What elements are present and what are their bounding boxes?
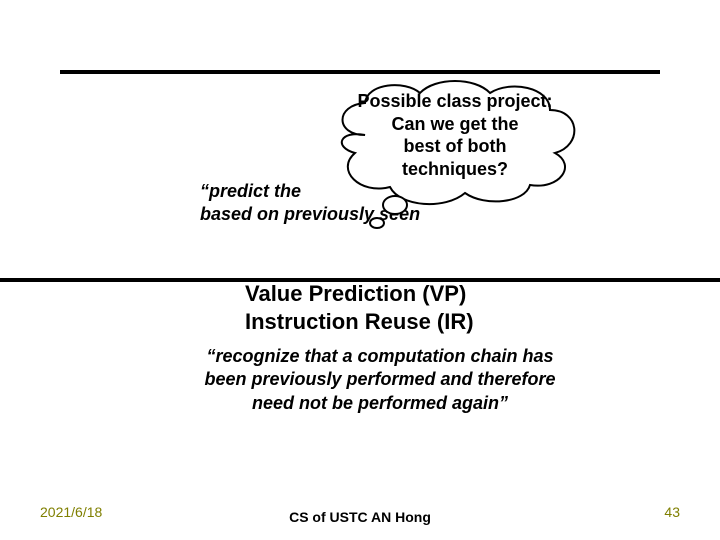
- section-headings: Value Prediction (VP) Instruction Reuse …: [245, 280, 645, 335]
- recognize-quote: “recognize that a computation chain has …: [160, 345, 600, 415]
- cloud-line1: Possible class project:: [357, 91, 552, 111]
- heading-vp: Value Prediction (VP): [245, 281, 466, 306]
- cloud-line2: Can we get the: [391, 114, 518, 134]
- recognize-line3: need not be performed again”: [252, 393, 508, 413]
- predict-line1: “predict the: [200, 181, 301, 201]
- footer-page-number: 43: [664, 504, 680, 520]
- cloud-line4: techniques?: [402, 159, 508, 179]
- recognize-line1: “recognize that a computation chain has: [206, 346, 553, 366]
- footer-center: CS of USTC AN Hong: [0, 509, 720, 525]
- heading-ir: Instruction Reuse (IR): [245, 309, 474, 334]
- slide: “predict the based on previously seen Po…: [0, 0, 720, 540]
- recognize-line2: been previously performed and therefore: [204, 369, 555, 389]
- cloud-text: Possible class project: Can we get the b…: [350, 90, 560, 180]
- horizontal-rule-top: [60, 70, 660, 74]
- cloud-line3: best of both: [404, 136, 507, 156]
